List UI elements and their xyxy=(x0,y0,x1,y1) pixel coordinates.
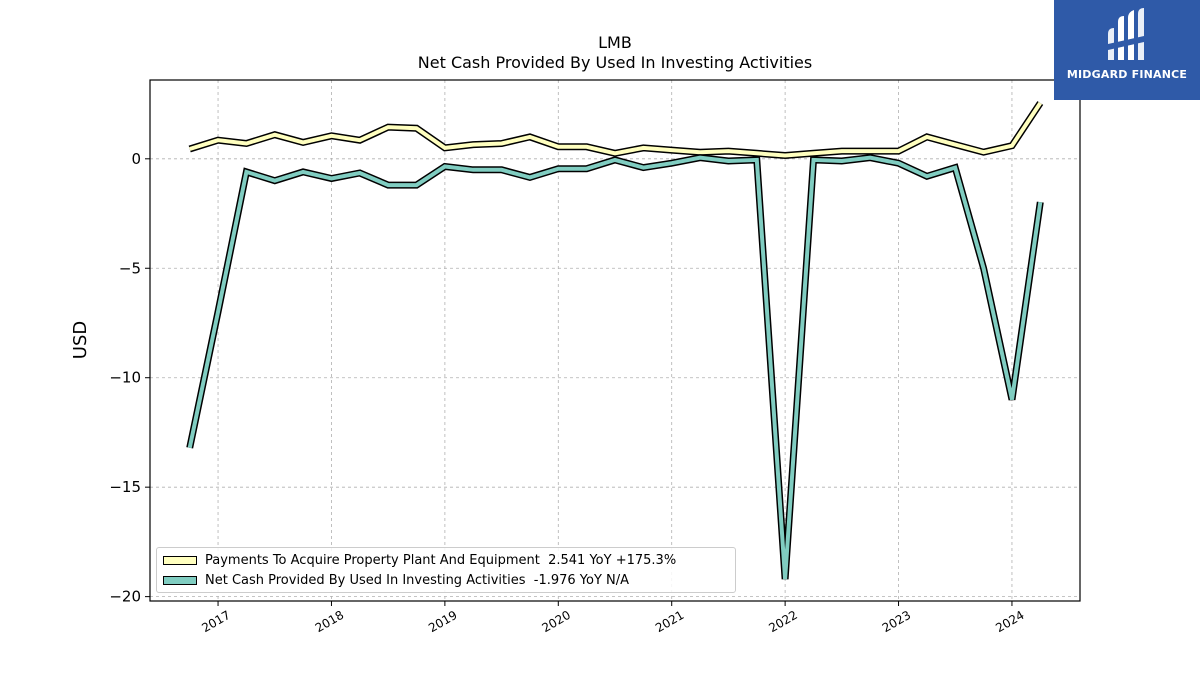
midgard-logo-icon xyxy=(1108,8,1144,60)
series-outline-investing xyxy=(186,154,1044,580)
legend-item-investing: Net Cash Provided By Used In Investing A… xyxy=(163,571,629,589)
y-tick-label: −5 xyxy=(119,259,141,277)
chart-title: LMB xyxy=(598,33,632,52)
legend-swatch-capex xyxy=(163,555,197,565)
legend-label-investing: Net Cash Provided By Used In Investing A… xyxy=(205,572,630,588)
x-tick-label: 2022 xyxy=(766,608,799,635)
legend-label-capex: Payments To Acquire Property Plant And E… xyxy=(205,552,677,568)
chart-subtitle: Net Cash Provided By Used In Investing A… xyxy=(418,53,812,72)
y-tick-label: −10 xyxy=(109,369,141,387)
series-line-investing xyxy=(187,155,1043,580)
x-tick-label: 2019 xyxy=(426,608,459,635)
legend-swatch-investing xyxy=(163,575,197,585)
x-tick-label: 2018 xyxy=(313,608,346,635)
x-tick-label: 2017 xyxy=(199,608,232,635)
chart-legend: Payments To Acquire Property Plant And E… xyxy=(156,547,736,593)
y-tick-label: 0 xyxy=(131,150,141,168)
plot-frame xyxy=(149,79,1081,602)
x-tick-label: 2020 xyxy=(540,608,573,635)
x-tick-label: 2024 xyxy=(993,608,1026,635)
brand-name: MIDGARD FINANCE xyxy=(1066,68,1188,81)
x-tick-label: 2023 xyxy=(880,608,913,635)
series-line-capex xyxy=(189,101,1042,158)
series-outline-capex xyxy=(188,101,1044,160)
legend-item-capex: Payments To Acquire Property Plant And E… xyxy=(163,551,676,569)
midgard-finance-logo: MIDGARD FINANCE xyxy=(1054,0,1200,100)
y-tick-label: −20 xyxy=(109,588,141,606)
y-axis-label: USD xyxy=(70,321,91,359)
x-tick-label: 2021 xyxy=(653,608,686,635)
y-tick-label: −15 xyxy=(109,478,141,496)
